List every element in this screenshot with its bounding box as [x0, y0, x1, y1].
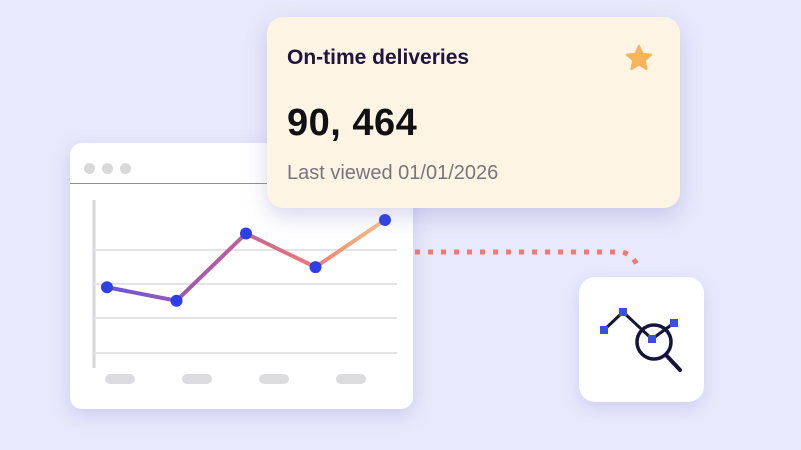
window-titlebar [70, 143, 413, 184]
card-value: 90, 464 [287, 102, 418, 144]
x-tick-label [259, 374, 289, 384]
card-last-viewed: Last viewed 01/01/2026 [287, 162, 499, 184]
window-control-dot [120, 163, 131, 174]
stat-card[interactable]: On-time deliveries 90, 464 Last viewed 0… [267, 17, 680, 208]
data-point[interactable] [240, 227, 252, 240]
insight-tile[interactable] [579, 277, 704, 402]
x-tick-label [182, 374, 212, 384]
card-title: On-time deliveries [287, 46, 470, 69]
line-chart [92, 200, 397, 384]
data-point[interactable] [101, 281, 113, 294]
chart-analysis-icon [600, 308, 682, 372]
x-tick-label [336, 374, 366, 384]
window-control-dot [84, 163, 95, 174]
star-icon[interactable] [624, 43, 654, 73]
data-point[interactable] [379, 214, 391, 226]
window-control-dot [102, 163, 113, 174]
x-tick-label [105, 374, 135, 384]
data-point[interactable] [309, 261, 322, 274]
data-point[interactable] [170, 294, 183, 307]
